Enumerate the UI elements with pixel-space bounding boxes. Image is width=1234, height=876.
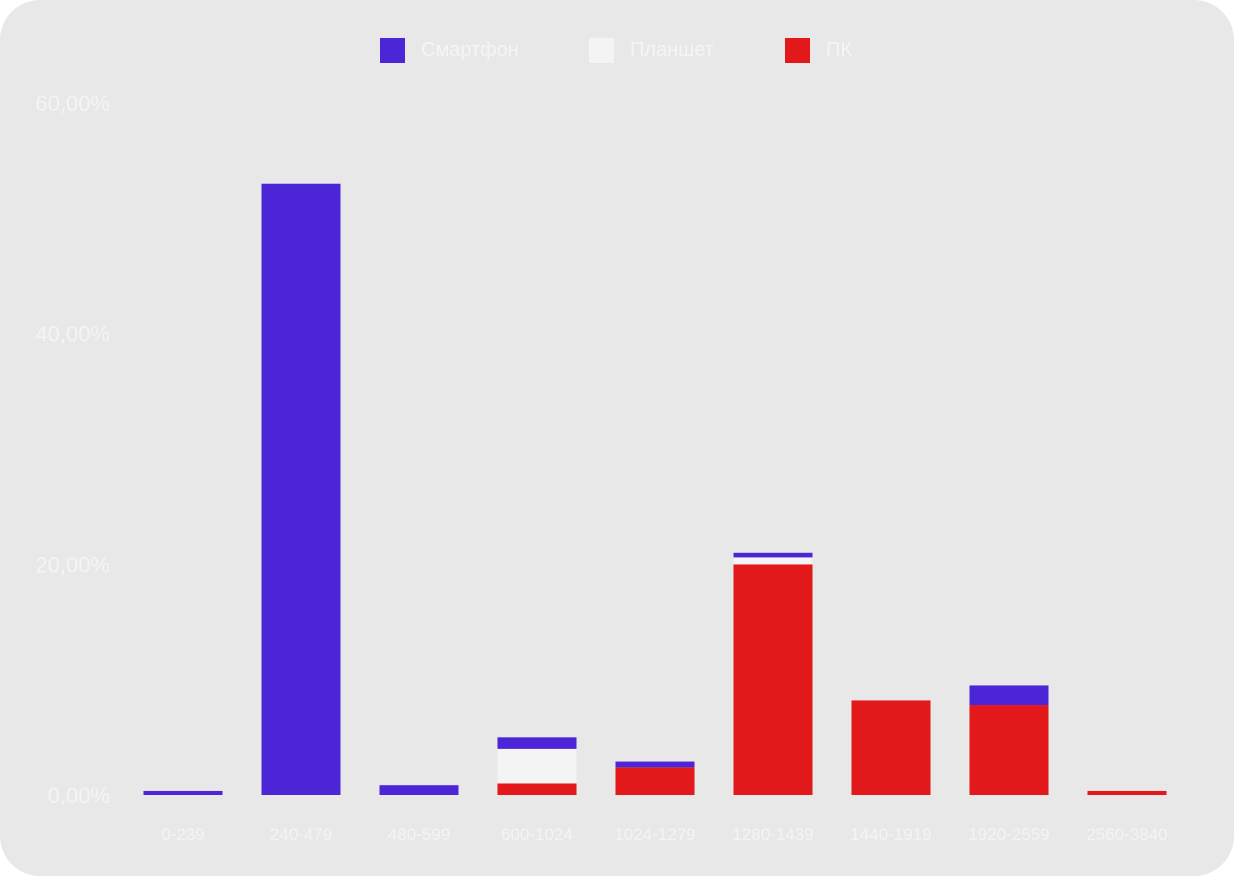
bar-segment[interactable]: [969, 705, 1049, 795]
x-tick-label: 1920-2559: [968, 825, 1049, 844]
legend-label-tablet: Планшет: [630, 38, 714, 61]
bar-segment[interactable]: [497, 748, 577, 784]
bar-segment[interactable]: [379, 785, 459, 795]
chart-legend: Смартфон Планшет ПК: [0, 37, 1234, 63]
bar-segment[interactable]: [969, 685, 1049, 706]
y-tick-label: 0,00%: [48, 783, 110, 808]
legend-swatch-smartphone: [380, 37, 405, 63]
bar-segment[interactable]: [615, 767, 695, 795]
legend-item-smartphone[interactable]: Смартфон: [380, 37, 519, 63]
bar-segment[interactable]: [851, 700, 931, 795]
bar-segment[interactable]: [143, 790, 223, 795]
bar-segment[interactable]: [497, 737, 577, 749]
legend-item-tablet[interactable]: Планшет: [589, 37, 714, 63]
x-tick-label: 480-599: [388, 825, 450, 844]
x-tick-label: 1440-1919: [850, 825, 931, 844]
y-tick-label: 40,00%: [35, 322, 110, 347]
legend-swatch-pc: [785, 37, 810, 63]
x-tick-label: 1280-1439: [732, 825, 813, 844]
legend-label-pc: ПК: [826, 38, 853, 61]
legend-swatch-tablet: [589, 37, 614, 63]
legend-item-pc[interactable]: ПК: [785, 37, 852, 63]
bar-segment[interactable]: [733, 557, 813, 565]
x-tick-label: 2560-3840: [1086, 825, 1167, 844]
y-tick-label: 60,00%: [35, 91, 110, 116]
legend-label-smartphone: Смартфон: [421, 38, 519, 61]
bar-segment[interactable]: [1087, 790, 1167, 795]
y-tick-label: 20,00%: [35, 552, 110, 577]
x-tick-label: 0-239: [161, 825, 204, 844]
bar-segment[interactable]: [615, 761, 695, 768]
bar-segment[interactable]: [733, 552, 813, 558]
bar-segment[interactable]: [261, 183, 341, 795]
x-tick-label: 240-479: [270, 825, 332, 844]
x-tick-label: 600-1024: [501, 825, 573, 844]
x-tick-label: 1024-1279: [614, 825, 695, 844]
bar-segment[interactable]: [497, 783, 577, 795]
bar-segment[interactable]: [733, 564, 813, 795]
